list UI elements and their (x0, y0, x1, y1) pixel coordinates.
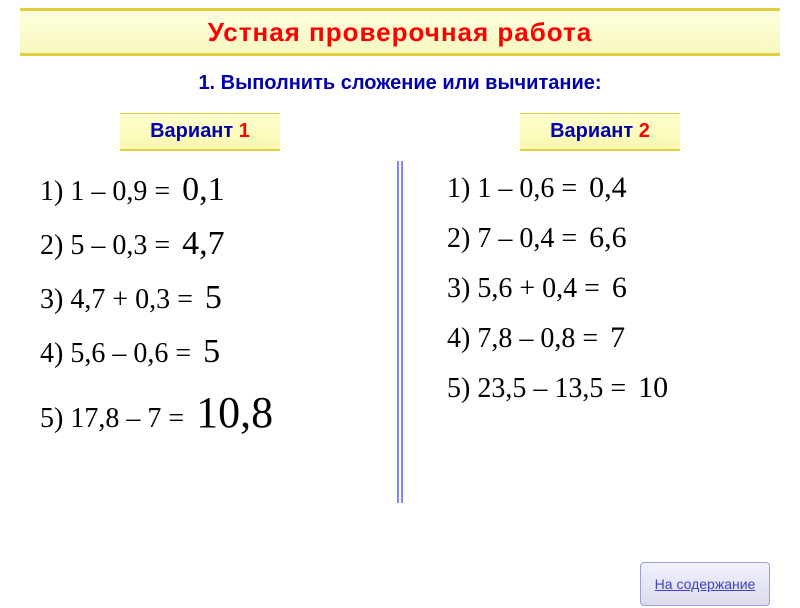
v2-eq-3-expr: 3) 5,6 + 0,4 = (447, 273, 600, 305)
v1-eq-5: 5) 17,8 – 7 = 10,8 (40, 387, 363, 438)
v1-eq-4-expr: 4) 5,6 – 0,6 = (40, 338, 191, 370)
v2-eq-1-ans: 0,4 (589, 171, 627, 205)
task-subtitle: 1. Выполнить сложение или вычитание: (0, 72, 800, 95)
v1-eq-4-ans: 5 (203, 333, 220, 371)
v2-eq-4-expr: 4) 7,8 – 0,8 = (447, 323, 598, 355)
title-bar: Устная проверочная работа (20, 8, 780, 56)
v2-eq-4-ans: 7 (610, 321, 625, 355)
v1-eq-3: 3) 4,7 + 0,3 = 5 (40, 279, 363, 317)
equations-content: 1) 1 – 0,9 = 0,1 2) 5 – 0,3 = 4,7 3) 4,7… (0, 161, 800, 503)
v1-eq-1-ans: 0,1 (182, 171, 225, 209)
variants-row: Вариант 1 Вариант 2 (0, 113, 800, 151)
v2-eq-2-ans: 6,6 (589, 221, 627, 255)
v1-eq-1: 1) 1 – 0,9 = 0,1 (40, 171, 363, 209)
variant-2-prefix: Вариант (550, 120, 639, 142)
v2-eq-1: 1) 1 – 0,6 = 0,4 (447, 171, 770, 205)
v1-eq-2-expr: 2) 5 – 0,3 = (40, 230, 170, 262)
v1-eq-4: 4) 5,6 – 0,6 = 5 (40, 333, 363, 371)
nav-contents-label: На содержание (655, 576, 756, 593)
variant-2-column: 1) 1 – 0,6 = 0,4 2) 7 – 0,4 = 6,6 3) 5,6… (407, 161, 800, 503)
v2-eq-5-ans: 10 (638, 371, 668, 405)
variant-2-label: Вариант 2 (520, 113, 680, 151)
v1-eq-5-ans: 10,8 (196, 387, 273, 438)
variant-2-num: 2 (639, 120, 650, 142)
v1-eq-2: 2) 5 – 0,3 = 4,7 (40, 225, 363, 263)
nav-contents-button[interactable]: На содержание (640, 562, 770, 606)
variant-1-column: 1) 1 – 0,9 = 0,1 2) 5 – 0,3 = 4,7 3) 4,7… (0, 161, 393, 503)
v1-eq-3-expr: 3) 4,7 + 0,3 = (40, 284, 193, 316)
v2-eq-5: 5) 23,5 – 13,5 = 10 (447, 371, 770, 405)
v1-eq-1-expr: 1) 1 – 0,9 = (40, 176, 170, 208)
v1-eq-5-expr: 5) 17,8 – 7 = (40, 403, 184, 435)
variant-1-prefix: Вариант (150, 120, 239, 142)
v2-eq-5-expr: 5) 23,5 – 13,5 = (447, 373, 626, 405)
v2-eq-1-expr: 1) 1 – 0,6 = (447, 173, 577, 205)
page-title: Устная проверочная работа (208, 17, 592, 48)
v2-eq-2-expr: 2) 7 – 0,4 = (447, 223, 577, 255)
v2-eq-4: 4) 7,8 – 0,8 = 7 (447, 321, 770, 355)
v2-eq-2: 2) 7 – 0,4 = 6,6 (447, 221, 770, 255)
v2-eq-3-ans: 6 (612, 271, 627, 305)
column-divider (397, 161, 403, 503)
v2-eq-3: 3) 5,6 + 0,4 = 6 (447, 271, 770, 305)
variant-1-label: Вариант 1 (120, 113, 280, 151)
variant-1-num: 1 (239, 120, 250, 142)
v1-eq-2-ans: 4,7 (182, 225, 225, 263)
v1-eq-3-ans: 5 (205, 279, 222, 317)
